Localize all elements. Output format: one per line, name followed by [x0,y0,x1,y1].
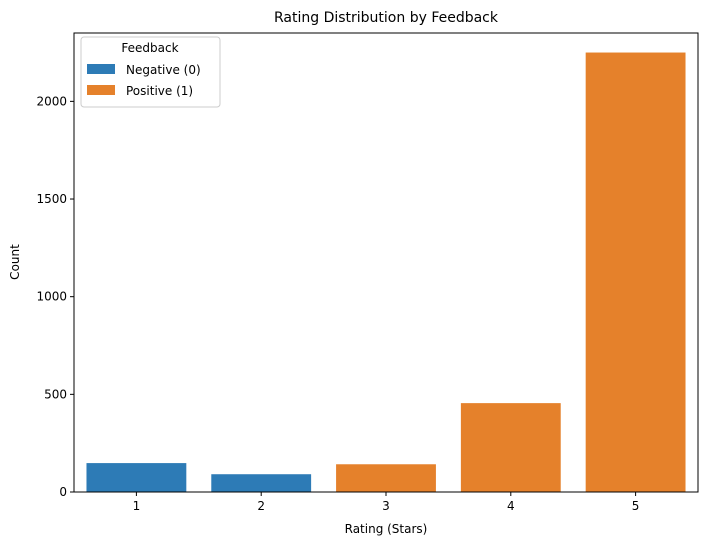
x-axis-label: Rating (Stars) [345,522,428,536]
plot-frame [73,32,699,493]
y-axis-ticks: 0 500 1000 1500 2000 [36,94,74,499]
y-tick-label: 1000 [36,290,67,304]
bars-layer [86,52,686,492]
legend-label-positive: Positive (1) [126,84,193,98]
y-tick-label: 0 [59,485,67,499]
legend-box [80,36,221,108]
legend: Feedback Negative (0) Positive (1) [80,36,221,108]
bar-rating-4 [460,403,561,492]
x-tick-label: 4 [507,499,515,513]
y-tick-label: 1500 [36,192,67,206]
chart-title: Rating Distribution by Feedback [274,10,499,26]
legend-swatch-positive [87,85,115,95]
bar-rating-3 [336,464,436,492]
legend-title: Feedback [121,41,178,55]
plot-area: 0 500 1000 1500 2000 1 2 3 4 5 [36,32,699,513]
x-tick-label: 3 [382,499,390,513]
x-tick-label: 2 [257,499,265,513]
bar-rating-2 [211,474,312,492]
legend-label-negative: Negative (0) [126,63,201,77]
x-tick-label: 1 [133,499,141,513]
bar-rating-1 [86,463,187,492]
legend-swatch-negative [87,64,115,74]
x-axis-ticks: 1 2 3 4 5 [133,492,640,513]
y-tick-label: 500 [44,387,67,401]
x-tick-label: 5 [632,499,640,513]
y-tick-label: 2000 [36,94,67,108]
y-axis-label: Count [8,244,22,280]
bar-rating-5 [585,52,686,492]
